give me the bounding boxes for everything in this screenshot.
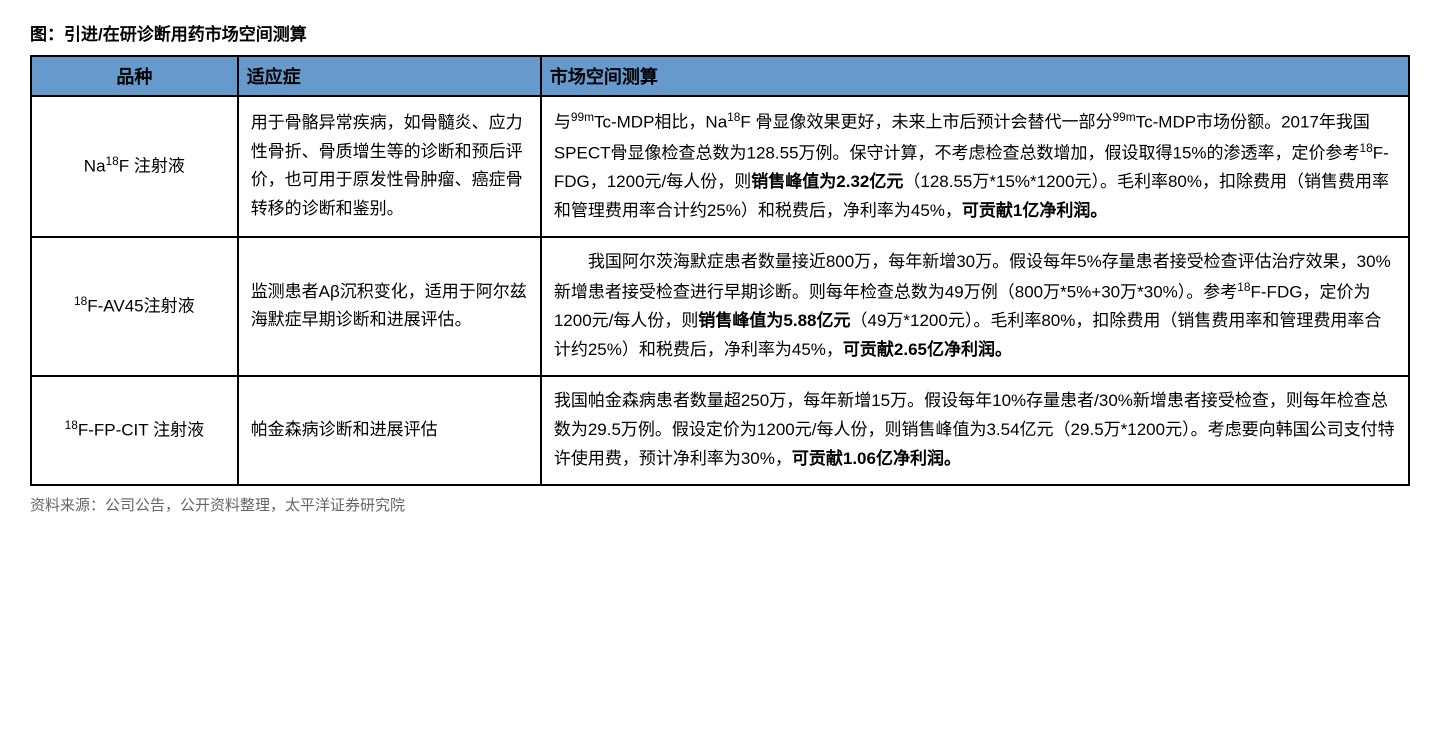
table-title: 图：引进/在研诊断用药市场空间测算 xyxy=(30,20,1410,45)
indent-wrapper: 我国阿尔茨海默症患者数量接近800万，每年新增30万。假设每年5%存量患者接受检… xyxy=(554,248,1396,365)
indication-cell-2: 帕金森病诊断和进展评估 xyxy=(238,376,541,485)
product-cell-2: 18F-FP-CIT 注射液 xyxy=(31,376,238,485)
indication-cell-0: 用于骨骼异常疾病，如骨髓炎、应力性骨折、骨质增生等的诊断和预后评价，也可用于原发… xyxy=(238,96,541,237)
table-row: 18F-AV45注射液 监测患者Aβ沉积变化，适用于阿尔兹海默症早期诊断和进展评… xyxy=(31,237,1409,376)
bold-text: 可贡献1亿净利润。 xyxy=(962,201,1107,220)
header-indication: 适应症 xyxy=(238,56,541,96)
header-product: 品种 xyxy=(31,56,238,96)
product-cell-0: Na18F 注射液 xyxy=(31,96,238,237)
bold-text: 可贡献2.65亿净利润。 xyxy=(843,340,1012,359)
bold-text: 销售峰值为2.32亿元 xyxy=(751,172,903,191)
product-cell-1: 18F-AV45注射液 xyxy=(31,237,238,376)
market-cell-1: 我国阿尔茨海默症患者数量接近800万，每年新增30万。假设每年5%存量患者接受检… xyxy=(541,237,1409,376)
source-text: 资料来源：公司公告，公开资料整理，太平洋证券研究院 xyxy=(30,494,1410,515)
header-row: 品种 适应症 市场空间测算 xyxy=(31,56,1409,96)
text-fragment: F 骨显像效果更好，未来上市后预计会替代一部分 xyxy=(740,113,1112,132)
table-row: Na18F 注射液 用于骨骼异常疾病，如骨髓炎、应力性骨折、骨质增生等的诊断和预… xyxy=(31,96,1409,237)
table-row: 18F-FP-CIT 注射液 帕金森病诊断和进展评估 我国帕金森病患者数量超25… xyxy=(31,376,1409,485)
market-cell-0: 与99mTc-MDP相比，Na18F 骨显像效果更好，未来上市后预计会替代一部分… xyxy=(541,96,1409,237)
bold-text: 可贡献1.06亿净利润。 xyxy=(792,449,961,468)
market-cell-2: 我国帕金森病患者数量超250万，每年新增15万。假设每年10%存量患者/30%新… xyxy=(541,376,1409,485)
text-fragment: 我国帕金森病患者数量超250万，每年新增15万。假设每年10%存量患者/30%新… xyxy=(554,391,1395,468)
market-table: 品种 适应症 市场空间测算 Na18F 注射液 用于骨骼异常疾病，如骨髓炎、应力… xyxy=(30,55,1410,486)
text-fragment: Tc-MDP相比，Na xyxy=(594,113,727,132)
header-market: 市场空间测算 xyxy=(541,56,1409,96)
indication-cell-1: 监测患者Aβ沉积变化，适用于阿尔兹海默症早期诊断和进展评估。 xyxy=(238,237,541,376)
bold-text: 销售峰值为5.88亿元 xyxy=(698,311,850,330)
